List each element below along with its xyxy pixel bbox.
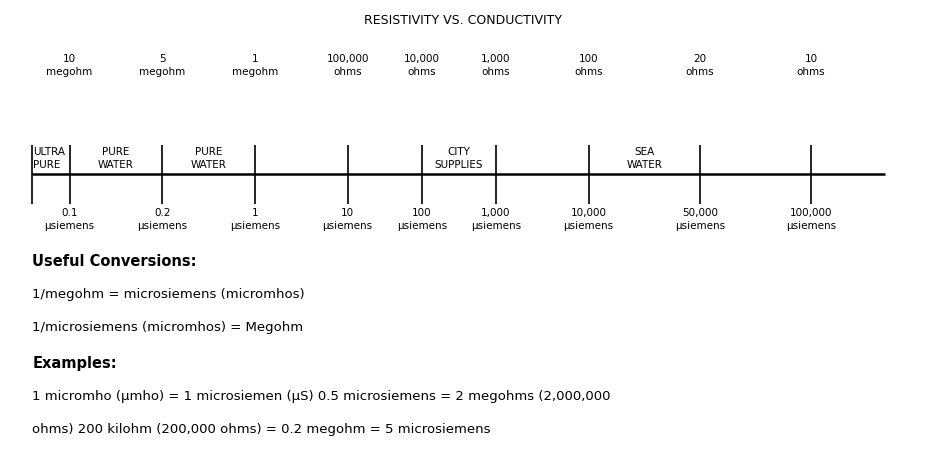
Text: PURE
WATER: PURE WATER (191, 147, 226, 169)
Text: 0.1
μsiemens: 0.1 μsiemens (44, 208, 95, 231)
Text: 1 micromho (μmho) = 1 microsiemen (μS) 0.5 microsiemens = 2 megohms (2,000,000: 1 micromho (μmho) = 1 microsiemen (μS) 0… (32, 390, 611, 403)
Text: 1,000
ohms: 1,000 ohms (481, 54, 511, 77)
Text: 1,000
μsiemens: 1,000 μsiemens (471, 208, 521, 231)
Text: SEA
WATER: SEA WATER (627, 147, 662, 169)
Text: 10
μsiemens: 10 μsiemens (323, 208, 373, 231)
Text: Examples:: Examples: (32, 356, 117, 371)
Text: 50,000
μsiemens: 50,000 μsiemens (675, 208, 725, 231)
Text: 5
megohm: 5 megohm (139, 54, 185, 77)
Text: 1
megohm: 1 megohm (232, 54, 278, 77)
Text: Useful Conversions:: Useful Conversions: (32, 254, 197, 269)
Text: 100,000
μsiemens: 100,000 μsiemens (786, 208, 836, 231)
Text: PURE
WATER: PURE WATER (98, 147, 133, 169)
Text: 1/megohm = microsiemens (micromhos): 1/megohm = microsiemens (micromhos) (32, 288, 305, 301)
Text: 10
ohms: 10 ohms (797, 54, 825, 77)
Text: 10,000
ohms: 10,000 ohms (404, 54, 439, 77)
Text: 10
megohm: 10 megohm (46, 54, 93, 77)
Text: ULTRA
PURE: ULTRA PURE (33, 147, 66, 169)
Text: 100
ohms: 100 ohms (575, 54, 603, 77)
Text: ohms) 200 kilohm (200,000 ohms) = 0.2 megohm = 5 microsiemens: ohms) 200 kilohm (200,000 ohms) = 0.2 me… (32, 423, 491, 436)
Text: 1
μsiemens: 1 μsiemens (230, 208, 280, 231)
Text: 1/microsiemens (micromhos) = Megohm: 1/microsiemens (micromhos) = Megohm (32, 321, 303, 334)
Text: 0.2
μsiemens: 0.2 μsiemens (137, 208, 187, 231)
Text: 20
ohms: 20 ohms (686, 54, 714, 77)
Text: CITY
SUPPLIES: CITY SUPPLIES (435, 147, 483, 169)
Text: RESISTIVITY VS. CONDUCTIVITY: RESISTIVITY VS. CONDUCTIVITY (364, 14, 563, 27)
Text: 10,000
μsiemens: 10,000 μsiemens (564, 208, 614, 231)
Text: 100
μsiemens: 100 μsiemens (397, 208, 447, 231)
Text: 100,000
ohms: 100,000 ohms (326, 54, 369, 77)
